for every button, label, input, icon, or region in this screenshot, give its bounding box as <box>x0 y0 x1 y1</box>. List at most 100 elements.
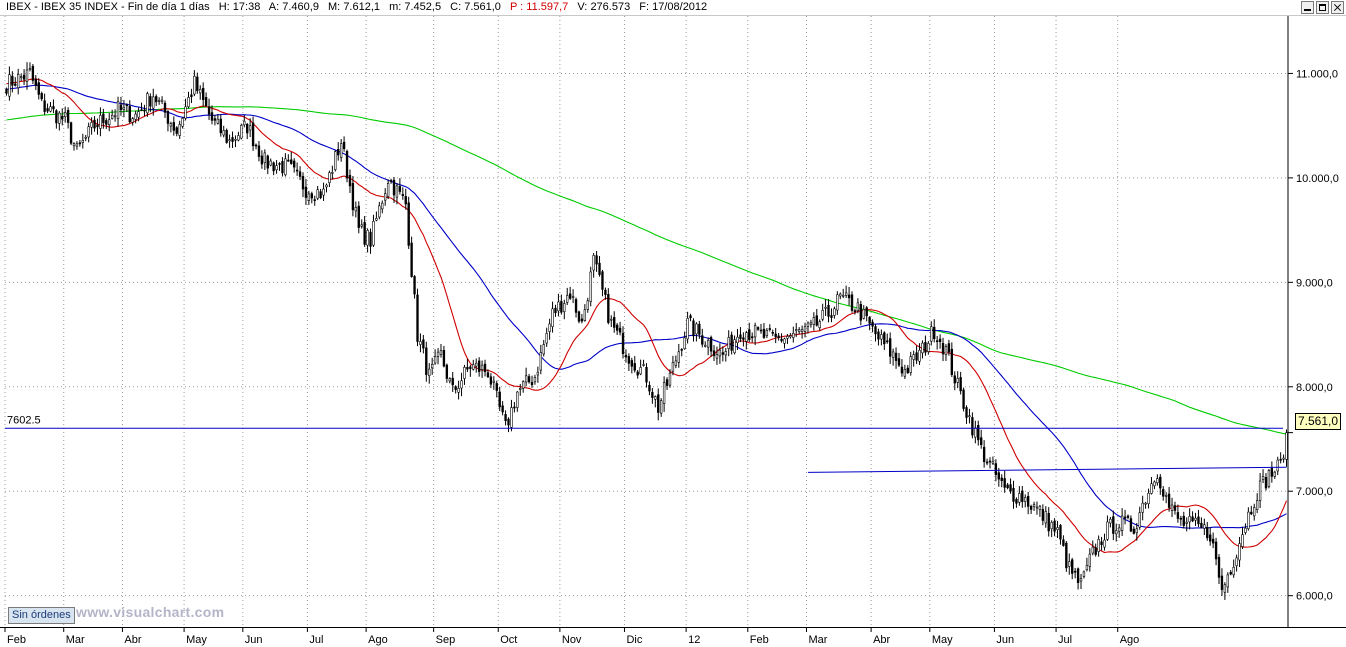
candle-body <box>563 303 566 312</box>
candle-body <box>1235 557 1238 567</box>
candle-body <box>903 369 907 377</box>
candle-body <box>269 160 272 166</box>
x-tick-label: Jun <box>996 634 1014 646</box>
candle-body <box>433 356 437 364</box>
candle-body <box>263 152 267 163</box>
candle-body <box>337 149 340 156</box>
candle-body <box>172 122 175 131</box>
candle-body <box>595 255 598 265</box>
candle-body <box>78 142 82 145</box>
candle-body <box>1206 527 1209 539</box>
candle-body <box>909 356 912 373</box>
candle-body <box>152 96 155 109</box>
maximize-icon[interactable] <box>1316 1 1329 14</box>
candle-body <box>504 414 507 421</box>
x-tick-label: Dic <box>626 634 642 646</box>
candle-body <box>844 292 848 296</box>
candle-body <box>498 391 501 408</box>
chart-grid <box>0 16 1346 628</box>
orders-status-button[interactable]: Sin órdenes <box>8 607 75 624</box>
candle-body <box>930 326 933 342</box>
candle-body <box>677 351 680 363</box>
candle-body <box>281 161 284 174</box>
candle-body <box>1191 516 1194 522</box>
candle-body <box>906 367 909 373</box>
candle-body <box>219 118 222 134</box>
candle-body <box>1179 517 1183 520</box>
candle-body <box>795 329 798 331</box>
candle-body <box>1164 495 1168 497</box>
candle-body <box>680 349 683 351</box>
candle-body <box>1258 480 1262 501</box>
candle-body <box>956 378 959 383</box>
candle-body <box>654 396 657 400</box>
candle-body <box>351 183 355 211</box>
candle-body <box>730 334 733 351</box>
candle-body <box>110 114 114 119</box>
candle-body <box>1167 493 1171 508</box>
candle-body <box>762 328 766 338</box>
candle-body <box>375 218 378 221</box>
candle-body <box>354 207 358 212</box>
candle-body <box>90 122 93 128</box>
candle-body <box>704 344 707 347</box>
candle-body <box>1250 511 1253 515</box>
drawn-lines[interactable]: 7602.5 <box>5 414 1287 473</box>
candle-body <box>889 338 892 357</box>
candle-body <box>880 334 883 340</box>
candle-body <box>548 323 551 332</box>
candle-body <box>105 120 108 125</box>
candle-body <box>304 186 308 198</box>
candle-body <box>991 461 995 464</box>
candle-body <box>290 159 293 164</box>
support-line-label: 7602.5 <box>7 414 41 426</box>
candle-body <box>392 179 396 196</box>
candle-body <box>1229 572 1232 575</box>
candle-body <box>847 294 851 299</box>
candle-body <box>96 124 99 128</box>
candle-body <box>554 307 557 314</box>
candle-body <box>416 294 419 342</box>
candle-body <box>938 338 942 343</box>
mm-label: m: <box>389 1 402 13</box>
candle-body <box>483 363 487 372</box>
candle-body <box>624 354 628 358</box>
candle-body <box>724 351 727 356</box>
candle-body <box>137 111 140 118</box>
x-tick-label: May <box>186 634 207 646</box>
candle-body <box>1261 476 1265 480</box>
candle-body <box>55 110 58 124</box>
candle-body <box>37 82 40 95</box>
candle-body <box>131 118 134 123</box>
close-icon[interactable] <box>1331 1 1344 14</box>
candle-body <box>1082 571 1086 577</box>
candle-body <box>1038 505 1042 510</box>
candle-body <box>240 125 243 139</box>
y-tick-label: 10.000,0 <box>1296 173 1339 185</box>
candle-body <box>425 347 428 375</box>
candle-body <box>944 346 948 356</box>
candle-body <box>715 354 719 359</box>
candle-body <box>859 304 863 321</box>
candle-body <box>480 364 484 371</box>
f-value: 17/08/2012 <box>652 1 708 13</box>
candle-body <box>190 94 193 98</box>
c-value: 7.561,0 <box>464 1 501 13</box>
minimize-icon[interactable] <box>1301 1 1314 14</box>
candle-body <box>1094 547 1097 555</box>
candle-body <box>339 143 343 158</box>
candle-body <box>1012 487 1015 502</box>
candle-body <box>372 220 375 246</box>
candle-body <box>733 339 736 354</box>
candle-body <box>1065 542 1068 569</box>
candle-body <box>927 343 930 352</box>
trendline <box>807 466 1287 473</box>
candle-body <box>436 351 440 357</box>
candle-body <box>853 310 857 312</box>
candle-body <box>155 96 158 103</box>
candle-body <box>254 144 258 147</box>
candle-body <box>665 379 669 386</box>
v-label: V: <box>577 1 588 13</box>
candle-body <box>231 137 234 142</box>
